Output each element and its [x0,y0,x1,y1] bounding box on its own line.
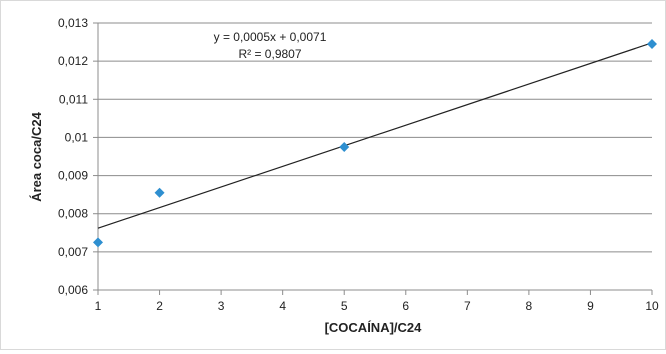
x-tick-label: 2 [156,299,163,313]
y-tick-label: 0,009 [58,169,88,183]
data-point-diamond [93,237,103,248]
trendline [97,42,653,229]
y-tick-label: 0,012 [58,54,88,68]
y-axis-title: Área coca/C24 [29,111,44,201]
y-tick-label: 0,011 [59,92,88,106]
x-tick-label: 9 [587,299,594,313]
x-tick-label: 1 [95,299,102,313]
y-tick-label: 0,008 [58,207,88,221]
data-points [93,38,657,248]
y-tick-label: 0,013 [58,16,88,30]
y-tick-label: 0,006 [58,283,88,297]
trendline-line [97,42,653,229]
y-tick-label: 0,01 [65,130,89,144]
gridlines [98,22,652,291]
x-axis-title: [COCAÍNA]/C24 [325,320,423,335]
data-point-diamond [339,141,350,152]
x-tick-label: 8 [526,299,533,313]
x-tick-label: 7 [464,299,471,313]
data-point-diamond [647,38,657,49]
x-tick-label: 10 [645,299,659,313]
x-tick-label: 3 [218,299,225,313]
x-tick-label: 5 [341,299,348,313]
trendline-equation: y = 0,0005x + 0,0071 [214,30,327,44]
r-squared-label: R² = 0,9807 [238,47,301,61]
tick-labels: 0,006 0,007 0,008 0,009 0,01 0,011 0,012 0,013 1… [58,16,659,313]
axes [93,22,653,295]
x-tick-label: 6 [402,299,409,313]
x-tick-label: 4 [279,299,286,313]
y-tick-label: 0,007 [58,245,88,259]
data-point-diamond [154,187,165,198]
